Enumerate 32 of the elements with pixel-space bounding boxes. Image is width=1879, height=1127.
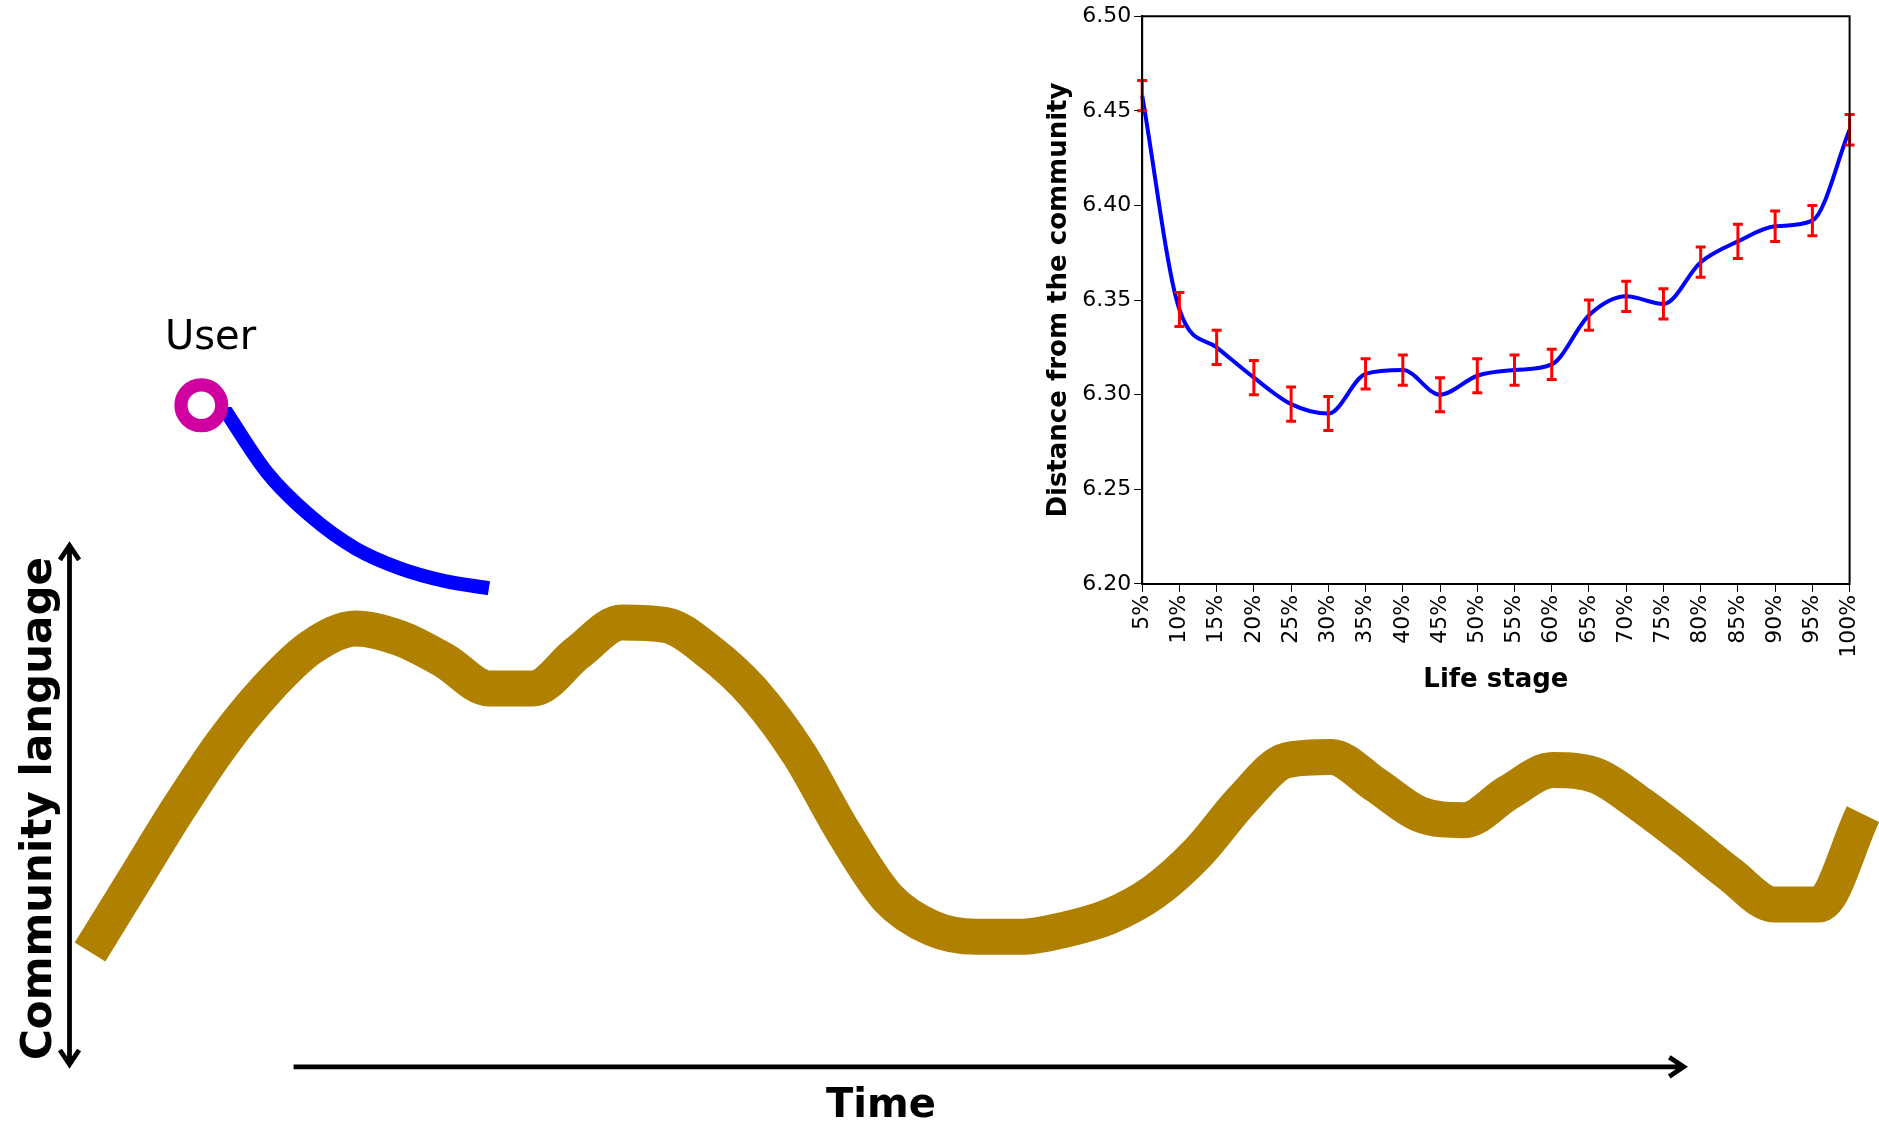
y-tick-label: 6.30 <box>1082 380 1132 406</box>
x-tick-label: 55% <box>1500 594 1526 644</box>
x-tick-label: 50% <box>1462 594 1488 644</box>
x-tick-label: 65% <box>1574 594 1600 644</box>
x-tick-label: 20% <box>1239 594 1265 644</box>
x-tick-label: 80% <box>1686 594 1712 644</box>
x-tick-label: 45% <box>1425 594 1451 644</box>
y-tick-label: 6.40 <box>1082 191 1132 217</box>
y-tick-label: 6.20 <box>1082 569 1132 595</box>
x-tick-label: 70% <box>1611 594 1637 644</box>
x-tick-label: 5% <box>1127 594 1153 630</box>
y-tick-label: 6.50 <box>1082 1 1132 27</box>
y-tick-label: 6.25 <box>1082 475 1132 501</box>
x-tick-label: 90% <box>1760 594 1786 644</box>
x-tick-label: 40% <box>1388 594 1414 644</box>
x-tick-label: 10% <box>1165 594 1191 644</box>
x-tick-label: 25% <box>1276 594 1302 644</box>
x-axis-title: Life stage <box>1423 663 1569 694</box>
series-label: User <box>165 312 257 358</box>
x-tick-label: 95% <box>1798 594 1824 644</box>
x-axis-title: Time <box>826 1080 936 1126</box>
y-axis-title: Community language <box>12 557 61 1060</box>
x-tick-label: 15% <box>1202 594 1228 644</box>
x-tick-label: 100% <box>1835 594 1861 658</box>
y-tick-label: 6.35 <box>1082 285 1132 311</box>
y-axis-title: Distance from the community <box>1042 82 1073 518</box>
y-tick-label: 6.45 <box>1082 96 1132 122</box>
x-tick-label: 35% <box>1351 594 1377 644</box>
x-tick-label: 75% <box>1649 594 1675 644</box>
x-tick-label: 60% <box>1537 594 1563 644</box>
x-tick-label: 85% <box>1723 594 1749 644</box>
x-tick-label: 30% <box>1314 594 1340 644</box>
